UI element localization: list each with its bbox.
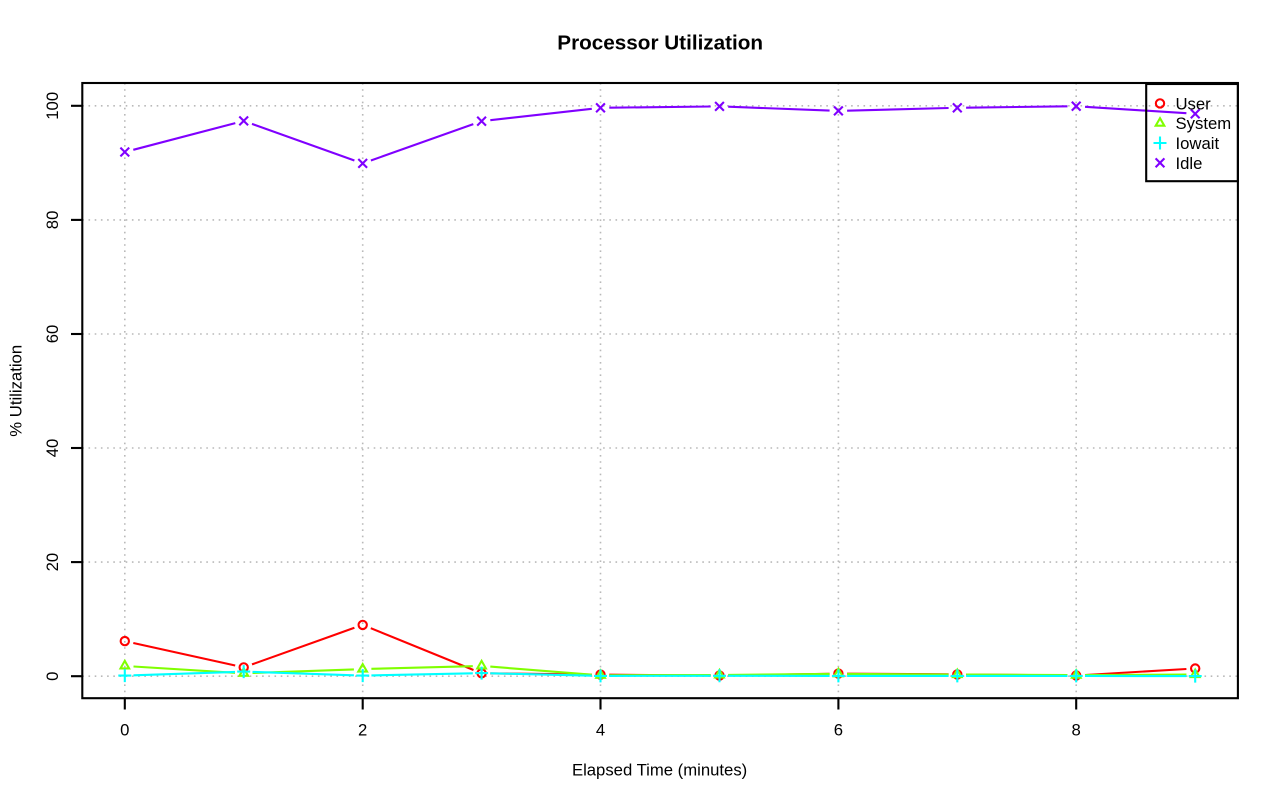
svg-text:4: 4 bbox=[596, 721, 605, 740]
svg-text:6: 6 bbox=[834, 721, 843, 740]
svg-text:100: 100 bbox=[43, 92, 62, 120]
svg-text:Elapsed Time (minutes): Elapsed Time (minutes) bbox=[572, 760, 747, 779]
svg-text:0: 0 bbox=[120, 721, 129, 740]
svg-text:Processor Utilization: Processor Utilization bbox=[557, 31, 763, 54]
svg-text:Iowait: Iowait bbox=[1176, 134, 1220, 153]
svg-text:0: 0 bbox=[43, 672, 62, 681]
svg-text:System: System bbox=[1176, 114, 1232, 133]
svg-text:2: 2 bbox=[358, 721, 367, 740]
svg-text:% Utilization: % Utilization bbox=[7, 345, 26, 437]
svg-text:User: User bbox=[1176, 94, 1212, 113]
svg-text:60: 60 bbox=[43, 325, 62, 344]
svg-text:8: 8 bbox=[1072, 721, 1081, 740]
svg-text:20: 20 bbox=[43, 553, 62, 572]
svg-text:Idle: Idle bbox=[1176, 154, 1203, 173]
svg-text:80: 80 bbox=[43, 211, 62, 230]
svg-text:40: 40 bbox=[43, 439, 62, 458]
